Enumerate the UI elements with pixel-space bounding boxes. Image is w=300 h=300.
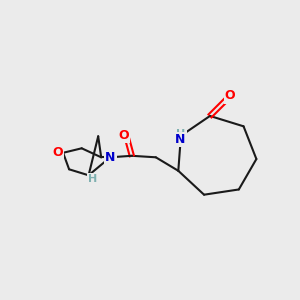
Text: H: H [176,129,186,139]
Text: N: N [175,133,185,146]
Text: H: H [88,174,98,184]
Text: O: O [52,146,63,159]
Text: O: O [225,89,236,102]
Text: N: N [105,151,116,164]
Text: O: O [118,129,129,142]
